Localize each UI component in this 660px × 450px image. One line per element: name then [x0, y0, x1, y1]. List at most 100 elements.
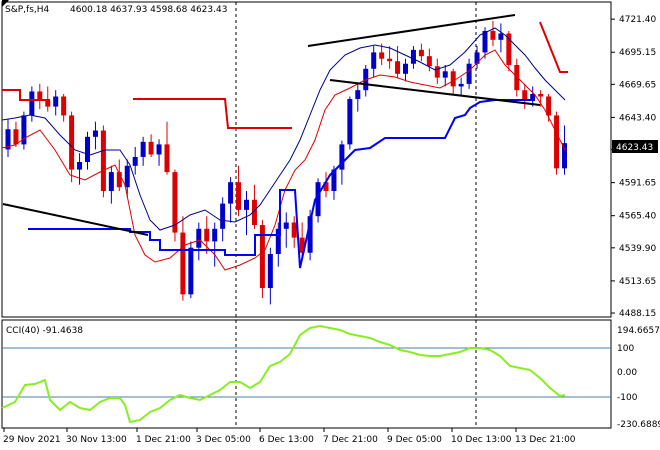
time-tick-label: 10 Dec 13:00 — [451, 435, 512, 445]
candle-body — [259, 225, 265, 289]
candle-body — [37, 91, 43, 101]
price-tick-label: 4721.40 — [619, 15, 656, 25]
time-tick-label: 6 Dec 13:00 — [259, 435, 314, 445]
candle-body — [522, 90, 528, 100]
candle-body — [140, 141, 146, 157]
trendline — [329, 79, 541, 106]
candle-body — [291, 222, 297, 238]
candle-body — [172, 172, 178, 233]
price-tick-label: 4539.90 — [619, 244, 656, 254]
candle-body — [236, 182, 242, 210]
candle-body — [220, 203, 226, 229]
trend-resistance-red — [133, 98, 292, 129]
candle-body — [124, 165, 130, 188]
candle-body — [307, 216, 313, 253]
candle-body — [403, 63, 408, 74]
candle-body — [244, 199, 249, 210]
price-panel-frame — [1, 1, 612, 318]
price-tick-label: 4643.40 — [619, 113, 656, 123]
ohlc-values: 4600.18 4637.93 4598.68 4623.43 — [70, 5, 227, 15]
candle-body — [355, 90, 361, 100]
candle-body — [315, 182, 321, 217]
price-tick-label: 4513.65 — [619, 277, 656, 287]
candle-body — [546, 96, 552, 116]
candle-body — [13, 129, 19, 145]
cci-axis: 194.6657 100 0.00 -100 -230.6889 — [617, 326, 660, 430]
price-tick-label: 4565.40 — [619, 212, 656, 222]
candle-body — [458, 83, 464, 87]
candle-body — [5, 129, 11, 150]
trend-resistance-red — [2, 89, 50, 101]
candle-body — [204, 228, 210, 242]
candle-body — [506, 33, 512, 65]
cci-tick-label: 194.6657 — [617, 326, 660, 336]
candle-body — [267, 254, 273, 289]
candle-body — [21, 115, 27, 145]
candle-body — [442, 71, 448, 78]
candle-body — [92, 130, 98, 137]
candle-body — [323, 182, 329, 191]
candle-body — [379, 52, 385, 59]
candle-body — [53, 96, 59, 107]
time-tick-label: 13 Dec 21:00 — [515, 435, 576, 445]
candle-body — [450, 71, 456, 87]
time-tick-label: 29 Nov 2021 — [3, 435, 61, 445]
candle-body — [530, 93, 536, 100]
current-price-marker: 4623.43 — [612, 140, 658, 153]
candle-body — [77, 162, 83, 170]
slow-ma-line — [1, 27, 566, 231]
candle-body — [212, 228, 218, 242]
candles — [5, 20, 567, 305]
candle-body — [100, 130, 106, 191]
cci-panel-frame — [1, 319, 612, 429]
price-tick-label: 4695.15 — [619, 48, 656, 58]
trendline — [2, 203, 149, 236]
candle-body — [85, 136, 90, 163]
candle-body — [188, 247, 194, 295]
candle-body — [283, 222, 289, 229]
corner-arrow-icon — [2, 0, 9, 7]
candle-body — [554, 115, 560, 169]
candle-body — [482, 30, 488, 53]
price-tick-label: 4591.65 — [619, 179, 656, 189]
candle-body — [395, 61, 401, 74]
price-tick-label: 4669.65 — [619, 80, 656, 90]
candle-body — [410, 49, 416, 64]
candle-body — [498, 33, 504, 40]
candle-body — [339, 144, 345, 170]
candle-body — [418, 49, 424, 57]
trend-support-line — [28, 99, 535, 269]
candle-body — [299, 237, 305, 253]
price-tick-label: 4488.15 — [619, 309, 656, 319]
candle-body — [108, 172, 114, 191]
candle-body — [196, 228, 202, 248]
header: S&P,fs,H4 4600.18 4637.93 4598.68 4623.4… — [2, 0, 227, 15]
cci-tick-label: -230.6889 — [617, 420, 660, 430]
candle-body — [474, 52, 480, 64]
candle-body — [371, 52, 377, 69]
cci-line — [1, 324, 566, 424]
candle-body — [132, 156, 138, 166]
candle-body — [45, 100, 51, 107]
time-tick-label: 1 Dec 21:00 — [136, 435, 191, 445]
candle-body — [61, 96, 67, 116]
candle-body — [180, 232, 186, 295]
candle-body — [116, 172, 122, 188]
cci-panel[interactable]: CCI(40) -91.4638 — [1, 319, 612, 429]
price-panel[interactable] — [1, 1, 612, 318]
candle-body — [562, 143, 567, 169]
time-tick-label: 30 Nov 13:00 — [66, 435, 127, 445]
candle-body — [156, 144, 162, 155]
symbol-label: S&P,fs,H4 — [5, 5, 50, 15]
candle-body — [251, 199, 257, 226]
candle-body — [466, 63, 472, 84]
time-axis: 29 Nov 2021 30 Nov 13:00 1 Dec 21:00 3 Dec … — [3, 428, 576, 445]
candle-body — [331, 169, 337, 191]
candle-body — [29, 91, 35, 116]
cci-tick-label: 0.00 — [617, 368, 637, 378]
time-tick-label: 9 Dec 05:00 — [387, 435, 442, 445]
current-price-label: 4623.43 — [616, 143, 653, 153]
candle-body — [387, 58, 393, 62]
